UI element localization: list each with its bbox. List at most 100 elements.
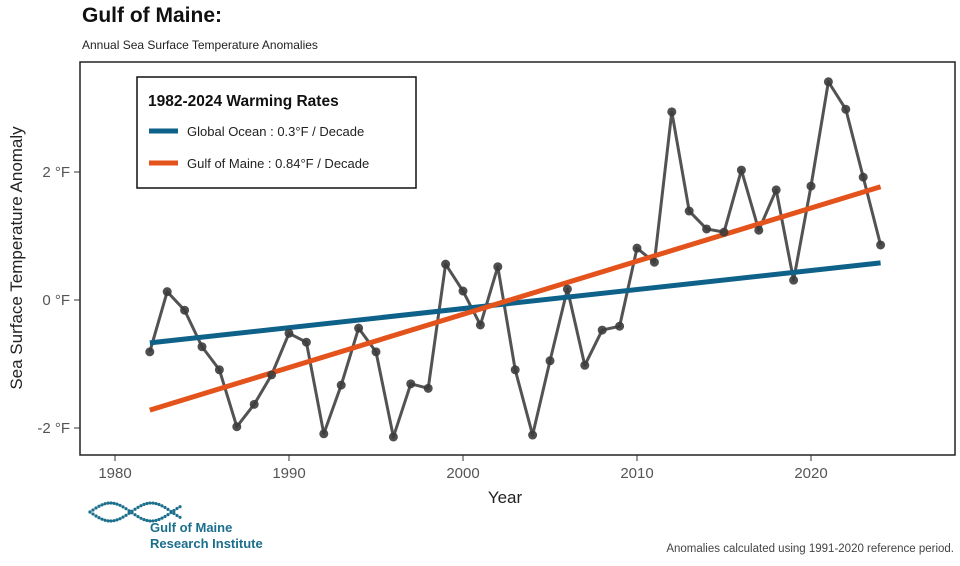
data-point bbox=[145, 347, 155, 357]
y-tick-label: 2 °F bbox=[42, 164, 70, 181]
data-point bbox=[197, 342, 207, 352]
logo-dot bbox=[166, 507, 170, 511]
logo-dot bbox=[151, 501, 155, 505]
logo-dot bbox=[157, 517, 161, 522]
data-point bbox=[423, 383, 433, 393]
data-point bbox=[214, 365, 224, 375]
logo-dot bbox=[121, 505, 125, 509]
logo-dot bbox=[133, 513, 137, 517]
data-point bbox=[354, 323, 364, 333]
data-point bbox=[510, 365, 520, 375]
logo-dot bbox=[103, 502, 107, 506]
logo-dot bbox=[124, 513, 128, 517]
logo-dot bbox=[97, 516, 101, 520]
data-point bbox=[719, 227, 729, 237]
logo-dot bbox=[145, 518, 149, 523]
logo-dot bbox=[154, 501, 158, 506]
logo-dot bbox=[145, 501, 149, 506]
data-point bbox=[493, 262, 503, 272]
data-point bbox=[754, 225, 764, 235]
footnote: Anomalies calculated using 1991-2020 ref… bbox=[666, 543, 954, 555]
data-point bbox=[858, 172, 868, 182]
y-tick-label: -2 °F bbox=[37, 420, 70, 437]
logo-dot bbox=[133, 507, 137, 511]
data-point bbox=[806, 181, 816, 191]
data-point bbox=[249, 399, 259, 409]
logo-dot bbox=[88, 510, 92, 514]
x-tick-label: 1980 bbox=[98, 465, 131, 482]
data-point bbox=[545, 356, 555, 366]
logo-dot bbox=[157, 502, 161, 507]
logo-dot bbox=[163, 514, 167, 519]
data-point bbox=[580, 360, 590, 370]
logo-dot bbox=[169, 510, 173, 515]
logo-dot bbox=[100, 503, 104, 507]
legend-box bbox=[136, 76, 417, 189]
logo-dot bbox=[139, 504, 143, 508]
logo-dot bbox=[139, 516, 143, 520]
data-point bbox=[319, 429, 329, 439]
data-point bbox=[841, 104, 851, 114]
logo-line-2: Research Institute bbox=[150, 536, 263, 551]
chart-subtitle: Annual Sea Surface Temperature Anomalies bbox=[82, 38, 318, 52]
logo-dot bbox=[109, 501, 113, 505]
y-tick-label: 0 °F bbox=[42, 292, 70, 309]
x-axis-label: Year bbox=[488, 488, 523, 507]
logo-dot bbox=[178, 515, 182, 519]
data-point bbox=[597, 325, 607, 335]
data-point bbox=[632, 243, 642, 253]
logo-dot bbox=[130, 511, 134, 515]
logo-dot bbox=[106, 519, 110, 523]
data-point bbox=[876, 240, 886, 250]
logo-dot bbox=[91, 512, 95, 516]
legend-title: 1982-2024 Warming Rates bbox=[148, 93, 339, 110]
data-point bbox=[684, 206, 694, 216]
chart-title: Gulf of Maine: bbox=[82, 4, 222, 27]
logo-dot bbox=[112, 501, 116, 505]
x-tick-label: 2010 bbox=[620, 465, 653, 482]
logo-dot bbox=[115, 518, 119, 522]
data-point bbox=[649, 257, 659, 267]
data-point bbox=[475, 320, 485, 330]
logo-dot bbox=[136, 505, 140, 509]
trend-line-global bbox=[149, 260, 881, 346]
logo-dot bbox=[172, 511, 176, 516]
data-point bbox=[771, 185, 781, 195]
logo-dot bbox=[172, 508, 176, 513]
logo-dot bbox=[142, 517, 146, 522]
logo-dot bbox=[160, 504, 164, 508]
logo-dot bbox=[178, 505, 182, 509]
logo-dot bbox=[106, 501, 110, 505]
data-point bbox=[406, 379, 416, 389]
logo-dot bbox=[103, 518, 107, 522]
logo-dot bbox=[91, 508, 95, 512]
data-point bbox=[441, 259, 451, 269]
logo-dot bbox=[175, 513, 179, 518]
x-tick-label: 2000 bbox=[446, 465, 479, 482]
logo-dot bbox=[148, 501, 152, 505]
data-point bbox=[615, 321, 625, 331]
plot-frame bbox=[79, 61, 956, 456]
logo-text: Gulf of Maine Research Institute bbox=[150, 520, 263, 552]
logo-dot bbox=[151, 519, 155, 523]
logo-dot bbox=[148, 519, 152, 523]
logo-dot bbox=[166, 513, 170, 517]
logo-dot bbox=[94, 514, 98, 518]
logo-dot bbox=[154, 518, 158, 523]
data-point bbox=[528, 430, 538, 440]
data-point bbox=[736, 165, 746, 175]
logo-dot bbox=[100, 517, 104, 521]
data-point bbox=[388, 432, 398, 442]
logo-dot bbox=[127, 509, 131, 513]
trend-line-gulf bbox=[149, 184, 882, 413]
logo-dot bbox=[112, 519, 116, 523]
data-point bbox=[789, 275, 799, 285]
logo-dot bbox=[118, 517, 122, 521]
logo-line-1: Gulf of Maine bbox=[150, 520, 233, 535]
data-point bbox=[702, 224, 712, 234]
data-point bbox=[667, 107, 677, 117]
data-point bbox=[823, 77, 833, 87]
data-point bbox=[284, 328, 294, 338]
data-point bbox=[162, 287, 172, 297]
